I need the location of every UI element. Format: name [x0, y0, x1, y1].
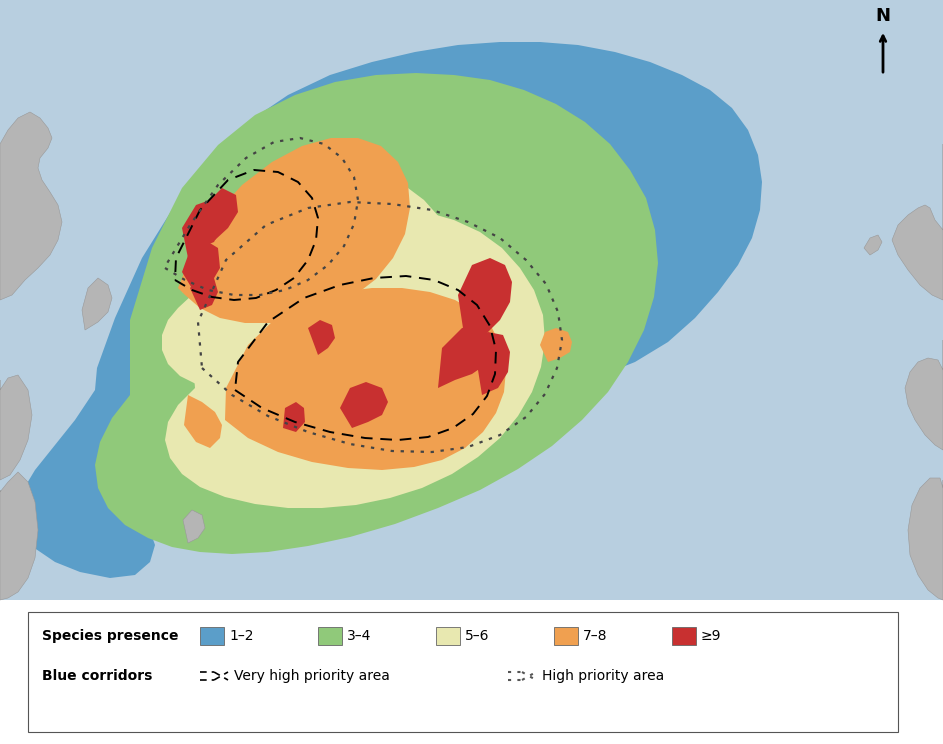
Polygon shape — [0, 112, 62, 300]
Text: High priority area: High priority area — [542, 669, 664, 683]
Polygon shape — [178, 138, 410, 323]
Text: Blue corridors: Blue corridors — [42, 669, 153, 683]
Polygon shape — [340, 382, 388, 428]
Text: N: N — [875, 7, 890, 25]
FancyBboxPatch shape — [28, 612, 898, 732]
FancyBboxPatch shape — [0, 600, 943, 744]
Polygon shape — [0, 375, 32, 480]
FancyBboxPatch shape — [436, 627, 460, 645]
Text: Species presence: Species presence — [42, 629, 178, 643]
Polygon shape — [15, 42, 762, 578]
Polygon shape — [182, 200, 222, 258]
Polygon shape — [864, 235, 882, 255]
FancyBboxPatch shape — [672, 627, 696, 645]
Polygon shape — [283, 402, 305, 432]
Polygon shape — [438, 325, 492, 388]
Text: 3–4: 3–4 — [347, 629, 372, 643]
Polygon shape — [183, 510, 205, 543]
Polygon shape — [908, 478, 943, 600]
Polygon shape — [892, 144, 943, 300]
Polygon shape — [95, 73, 658, 554]
Polygon shape — [905, 340, 943, 450]
Polygon shape — [182, 240, 220, 295]
FancyBboxPatch shape — [0, 0, 943, 600]
Polygon shape — [184, 395, 222, 448]
Polygon shape — [82, 278, 112, 330]
Polygon shape — [458, 258, 512, 348]
Polygon shape — [474, 332, 510, 395]
Polygon shape — [190, 275, 218, 310]
FancyBboxPatch shape — [318, 627, 342, 645]
Polygon shape — [308, 320, 335, 355]
Polygon shape — [165, 208, 545, 508]
Polygon shape — [540, 328, 572, 362]
Polygon shape — [162, 168, 452, 392]
Text: ≥9: ≥9 — [701, 629, 721, 643]
Text: 7–8: 7–8 — [583, 629, 607, 643]
Text: Very high priority area: Very high priority area — [234, 669, 389, 683]
Polygon shape — [225, 288, 506, 470]
FancyBboxPatch shape — [554, 627, 578, 645]
Polygon shape — [0, 472, 38, 600]
Text: 5–6: 5–6 — [465, 629, 489, 643]
Text: 1–2: 1–2 — [229, 629, 254, 643]
Polygon shape — [208, 188, 238, 240]
FancyBboxPatch shape — [200, 627, 224, 645]
